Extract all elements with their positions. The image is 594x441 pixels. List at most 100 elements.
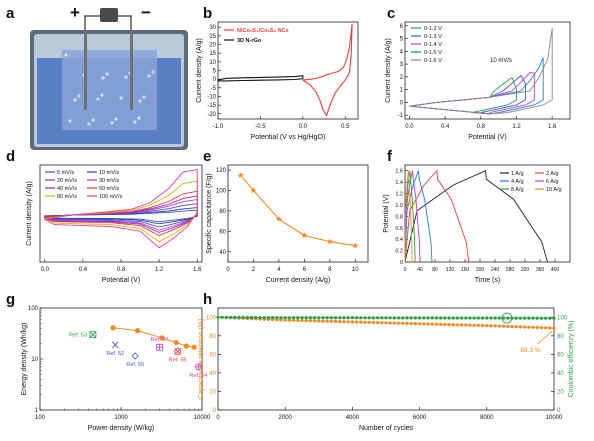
legend-label: 5 mV/s — [57, 170, 74, 176]
data-point — [359, 316, 363, 320]
data-point — [352, 242, 359, 249]
data-point — [283, 318, 287, 322]
y-tick-label: 1.6 — [395, 169, 403, 175]
data-point — [476, 316, 480, 320]
gas-bubble — [64, 53, 68, 57]
x-axis-label: Potential (V) — [102, 277, 141, 284]
data-point — [245, 315, 249, 320]
data-point — [443, 322, 447, 327]
data-point — [489, 316, 493, 320]
data-point — [159, 335, 165, 341]
data-point — [329, 319, 333, 323]
reference-label: Ref. 53 — [69, 333, 87, 339]
x-tick-label: 280 — [506, 267, 515, 273]
y-tick-label: -10 — [207, 94, 216, 100]
y-tick-label: 40 — [209, 371, 216, 377]
data-point — [224, 315, 228, 319]
data-point — [535, 325, 539, 330]
gcd-curve — [404, 170, 433, 263]
x-tick-label: 40 — [417, 267, 423, 273]
x-tick-label: 8 — [328, 267, 332, 273]
cathode-wire — [130, 30, 133, 110]
y-tick-label: 0 — [213, 77, 217, 83]
reference-marker — [156, 343, 164, 351]
panel-f: f 0 40 80 120 160 200 240 280 320 360 400 0 0.2 0.4 0.6… — [383, 148, 571, 284]
data-point — [552, 316, 556, 320]
data-point — [531, 325, 535, 329]
data-point — [485, 324, 489, 328]
data-point — [376, 321, 380, 325]
data-point — [497, 324, 501, 328]
gas-bubble — [105, 72, 109, 76]
plot-frame — [227, 164, 369, 263]
data-point — [384, 316, 388, 320]
y-tick-label: 0.2 — [395, 249, 403, 255]
data-point — [460, 323, 464, 327]
data-point — [313, 319, 317, 323]
cv-curve — [302, 23, 353, 117]
data-point — [426, 316, 430, 320]
x-tick-label: 320 — [521, 267, 530, 273]
y-tick-label-right: 0 — [557, 408, 561, 414]
data-point — [279, 318, 283, 322]
x-tick-label: 0.4 — [79, 267, 88, 273]
legend-label: 0-1.5 V — [424, 50, 442, 56]
x-tick-label: 200 — [476, 267, 485, 273]
gas-bubble — [87, 122, 91, 126]
data-point — [321, 319, 325, 323]
legend-label: 8 A/g — [511, 187, 524, 193]
data-point — [110, 325, 116, 331]
y-axis-label-right: Coulombic efficiency (%) — [568, 321, 575, 398]
data-point — [308, 319, 312, 323]
data-point — [359, 320, 363, 324]
y-tick-label: 0.6 — [395, 226, 403, 232]
reference-label: Ref. 56 — [126, 362, 144, 368]
data-point — [493, 324, 497, 328]
data-point — [376, 316, 380, 320]
data-point — [552, 326, 556, 330]
data-point — [367, 320, 371, 324]
gas-bubble — [110, 121, 114, 125]
x-tick-label: 0.8 — [117, 267, 126, 273]
data-point — [451, 323, 455, 327]
y-tick-label: 10 — [31, 357, 38, 363]
data-point — [304, 316, 308, 320]
y-tick-label: 0 — [400, 260, 403, 266]
gcd-curve — [404, 170, 548, 263]
data-point — [439, 316, 443, 320]
data-point — [548, 316, 552, 320]
y-tick-label: -20 — [207, 112, 216, 118]
gas-bubble — [68, 119, 72, 123]
data-point — [527, 325, 531, 329]
data-point — [262, 316, 266, 320]
y-tick-label: -5 — [211, 86, 217, 92]
gas-bubble — [124, 75, 128, 79]
data-point — [413, 322, 417, 326]
data-point — [342, 316, 346, 320]
gas-bubble — [151, 70, 155, 74]
y-tick-label: -1 — [398, 113, 404, 119]
retention-arrow — [536, 330, 553, 345]
legend-label: 1 A/g — [511, 171, 524, 177]
data-point — [418, 316, 422, 320]
data-point — [371, 316, 375, 320]
y-tick-label: 60 — [209, 352, 216, 358]
x-tick-label: 80 — [432, 267, 438, 273]
data-point — [447, 316, 451, 320]
data-point — [401, 321, 405, 325]
data-point — [254, 315, 258, 320]
data-point — [258, 316, 262, 320]
data-point — [476, 323, 480, 327]
data-point — [317, 316, 321, 320]
data-point — [506, 316, 510, 320]
x-tick-label: -0.5 — [255, 124, 266, 130]
y-tick-label: 3 — [400, 62, 404, 68]
y-tick-label: 5 — [400, 37, 404, 43]
x-tick-label: 100 — [35, 415, 46, 421]
y-tick-label: 0.4 — [395, 237, 403, 243]
data-point — [300, 318, 304, 323]
data-point — [502, 324, 506, 328]
data-point — [418, 322, 422, 326]
negative-sign: − — [141, 3, 151, 22]
